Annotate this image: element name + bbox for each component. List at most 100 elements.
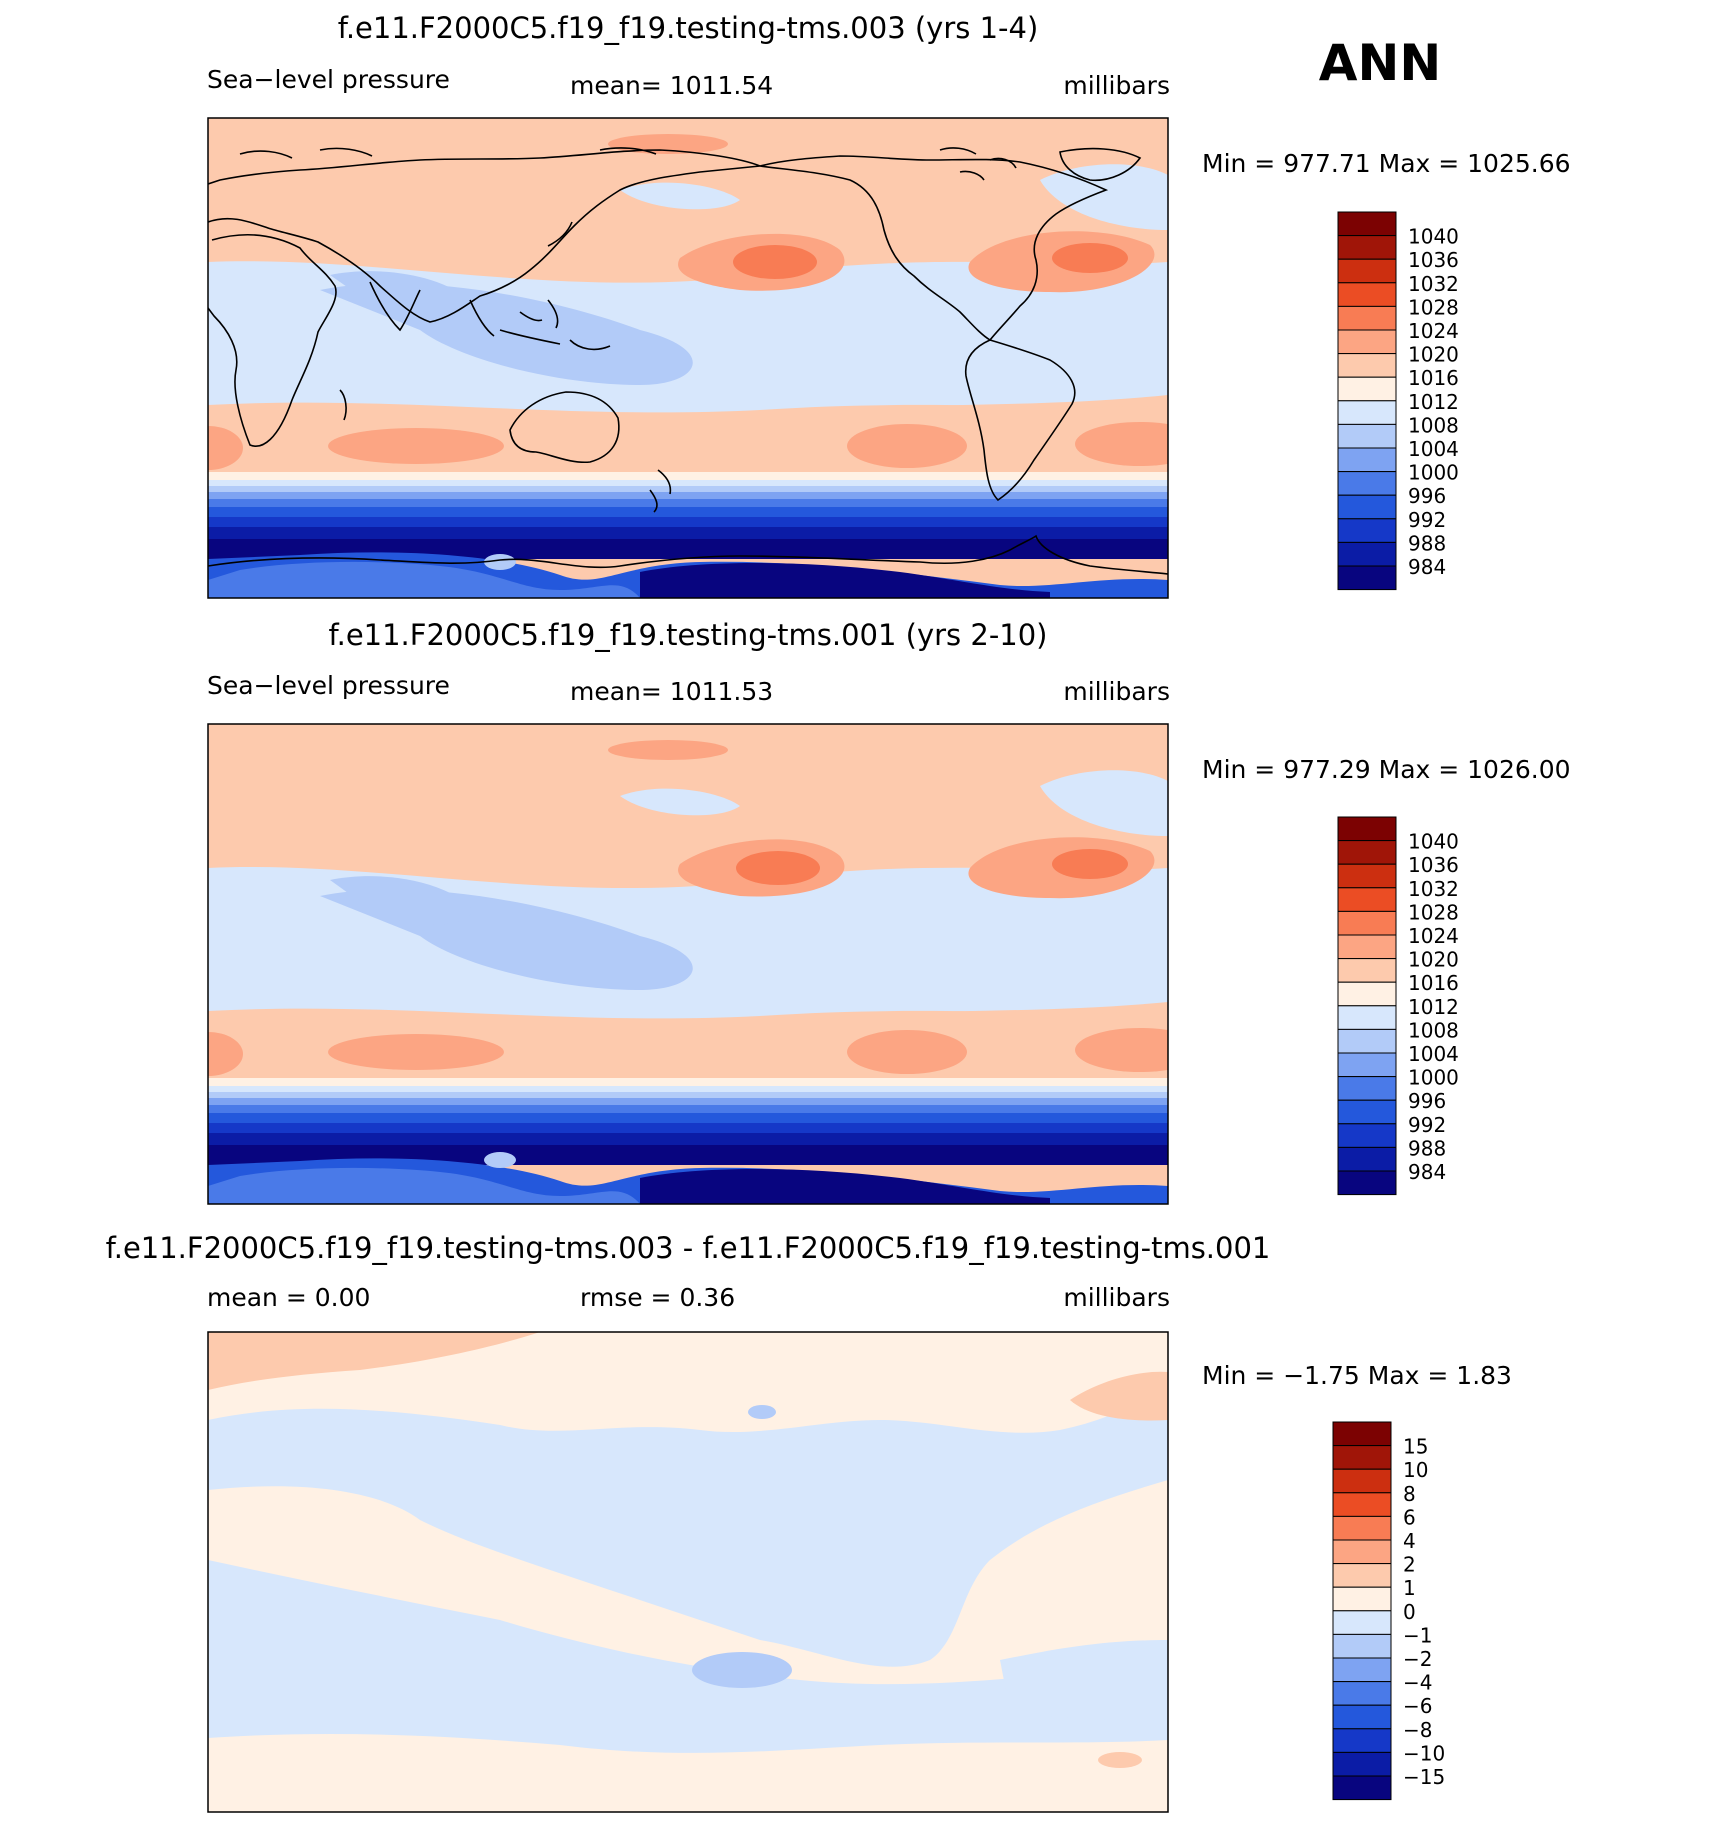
- colorbar-swatch: [1337, 235, 1397, 260]
- panel-2-mean-label: mean= 1011.53: [570, 677, 773, 706]
- panel-3: f.e11.F2000C5.f19_f19.testing-tms.003 - …: [106, 1231, 1512, 1813]
- colorbar-tick-label: 10: [1403, 1458, 1428, 1482]
- panel-1-so-band-6: [208, 507, 1168, 517]
- colorbar-tick-label: 1024: [1408, 924, 1459, 948]
- colorbar-tick-label: 0: [1403, 1600, 1416, 1624]
- colorbar-swatch: [1332, 1586, 1392, 1612]
- panel-1-azores-high-core: [1052, 243, 1128, 273]
- colorbar-tick-label: 1000: [1408, 461, 1459, 485]
- colorbar-tick-label: −4: [1403, 1671, 1432, 1695]
- panel-1-map: [208, 118, 1168, 598]
- panel-3-positive-region-arctic: [208, 1332, 540, 1390]
- panel-1-south-africa-high: [208, 426, 243, 470]
- colorbar-swatch: [1332, 1445, 1392, 1470]
- colorbar-swatch: [1337, 282, 1397, 307]
- colorbar-tick-label: 1036: [1408, 248, 1459, 272]
- panel-2-north-cap-high: [608, 740, 728, 760]
- colorbar-tick-label: −6: [1403, 1694, 1432, 1718]
- panel-1-iceland-low: [1040, 164, 1168, 230]
- panel-2-azores-high-core: [1052, 849, 1128, 879]
- colorbar-swatch: [1332, 1704, 1392, 1730]
- panel-3-negative-region-north: [208, 1396, 1168, 1667]
- colorbar-swatch: [1337, 565, 1397, 591]
- colorbar-swatch: [1337, 541, 1397, 567]
- colorbar-tick-label: 1012: [1408, 995, 1459, 1019]
- panel-2-south-atlantic-high: [1075, 1028, 1168, 1072]
- panel-1-asia-low: [330, 271, 472, 319]
- panel-1-so-band-4: [208, 492, 1168, 499]
- colorbar-swatch: [1332, 1468, 1392, 1494]
- panel-1-east-antarctic-low: [640, 563, 1050, 598]
- colorbar-swatch: [1337, 1052, 1397, 1078]
- colorbar-swatch: [1332, 1421, 1392, 1447]
- panel-3-mean-label: mean = 0.00: [207, 1283, 370, 1312]
- panel-2: f.e11.F2000C5.f19_f19.testing-tms.001 (y…: [207, 618, 1571, 1205]
- panel-1-aleutian-low: [620, 182, 740, 210]
- panel-2-asia-low: [330, 876, 472, 925]
- colorbar-tick-label: −1: [1403, 1623, 1432, 1647]
- colorbar-tick-label: 1032: [1408, 877, 1459, 901]
- panel-3-negative-region-south: [208, 1560, 1168, 1753]
- panel-1: f.e11.F2000C5.f19_f19.testing-tms.003 (y…: [207, 11, 1571, 599]
- panel-3-min-max: Min = −1.75 Max = 1.83: [1202, 1361, 1512, 1390]
- colorbar-tick-label: 1020: [1408, 948, 1459, 972]
- panel-1-south-atlantic-high: [1075, 422, 1168, 466]
- panel-2-map-frame: [207, 723, 1169, 1205]
- panel-1-antarctic-spot: [484, 554, 516, 570]
- panel-2-colorbar: 1040103610321028102410201016101210081004…: [1337, 816, 1459, 1196]
- colorbar-swatch: [1337, 1076, 1397, 1101]
- panel-3-map: [208, 1332, 1168, 1812]
- colorbar-swatch: [1337, 494, 1397, 520]
- colorbar-swatch: [1332, 1681, 1392, 1706]
- panel-1-coastlines: [208, 147, 1168, 575]
- colorbar-tick-label: 1024: [1408, 319, 1459, 343]
- panel-1-title: f.e11.F2000C5.f19_f19.testing-tms.003 (y…: [338, 11, 1039, 45]
- panel-1-so-band-5: [208, 499, 1168, 507]
- colorbar-tick-label: 1008: [1408, 1018, 1459, 1042]
- panel-1-so-band-9: [208, 539, 1168, 559]
- panel-1-units-label: millibars: [1063, 71, 1170, 100]
- colorbar-swatch: [1332, 1492, 1392, 1517]
- panel-3-positive-spot-south: [1098, 1752, 1142, 1768]
- colorbar-swatch: [1337, 910, 1397, 936]
- colorbar-tick-label: 1004: [1408, 437, 1459, 461]
- colorbar-swatch: [1332, 1633, 1392, 1659]
- panel-2-so-band-8: [208, 1133, 1168, 1145]
- panel-1-so-band-7: [208, 517, 1168, 527]
- panel-1-so-band-3: [208, 486, 1168, 492]
- colorbar-tick-label: 996: [1408, 484, 1446, 508]
- panel-2-units-label: millibars: [1063, 677, 1170, 706]
- colorbar-tick-label: 1004: [1408, 1042, 1459, 1066]
- colorbar-tick-label: 15: [1403, 1435, 1428, 1459]
- colorbar-swatch: [1332, 1610, 1392, 1635]
- season-label: ANN: [1319, 34, 1441, 92]
- colorbar-tick-label: 1036: [1408, 853, 1459, 877]
- panel-1-south-indian-high: [328, 428, 504, 464]
- colorbar-swatch: [1337, 816, 1397, 842]
- panel-3-positive-region-greenland: [1070, 1371, 1168, 1421]
- panel-2-map: [208, 724, 1168, 1204]
- colorbar-swatch: [1337, 329, 1397, 355]
- colorbar-tick-label: −8: [1403, 1718, 1432, 1742]
- panel-2-so-band-4: [208, 1098, 1168, 1105]
- panel-1-so-band-1: [208, 472, 1168, 480]
- panel-1-colorbar: 1040103610321028102410201016101210081004…: [1337, 211, 1459, 591]
- panel-2-iceland-low: [1040, 770, 1168, 836]
- colorbar-tick-label: 988: [1408, 531, 1446, 555]
- panel-2-so-band-7: [208, 1123, 1168, 1133]
- colorbar-swatch: [1332, 1657, 1392, 1683]
- colorbar-swatch: [1337, 1005, 1397, 1030]
- colorbar-swatch: [1332, 1775, 1392, 1801]
- panel-3-rmse-label: rmse = 0.36: [580, 1283, 735, 1312]
- colorbar-swatch: [1337, 981, 1397, 1007]
- panel-3-negative-spot-north: [748, 1405, 776, 1419]
- panel-3-title: f.e11.F2000C5.f19_f19.testing-tms.003 - …: [106, 1231, 1271, 1265]
- colorbar-tick-label: −2: [1403, 1647, 1432, 1671]
- colorbar-swatch: [1337, 863, 1397, 889]
- colorbar-tick-label: 8: [1403, 1482, 1416, 1506]
- panel-2-east-antarctic-low: [640, 1169, 1050, 1204]
- colorbar-tick-label: 4: [1403, 1529, 1416, 1553]
- panel-2-south-pacific-high: [847, 1030, 967, 1074]
- panel-3-units-label: millibars: [1063, 1283, 1170, 1312]
- panel-2-min-max: Min = 977.29 Max = 1026.00: [1202, 755, 1571, 784]
